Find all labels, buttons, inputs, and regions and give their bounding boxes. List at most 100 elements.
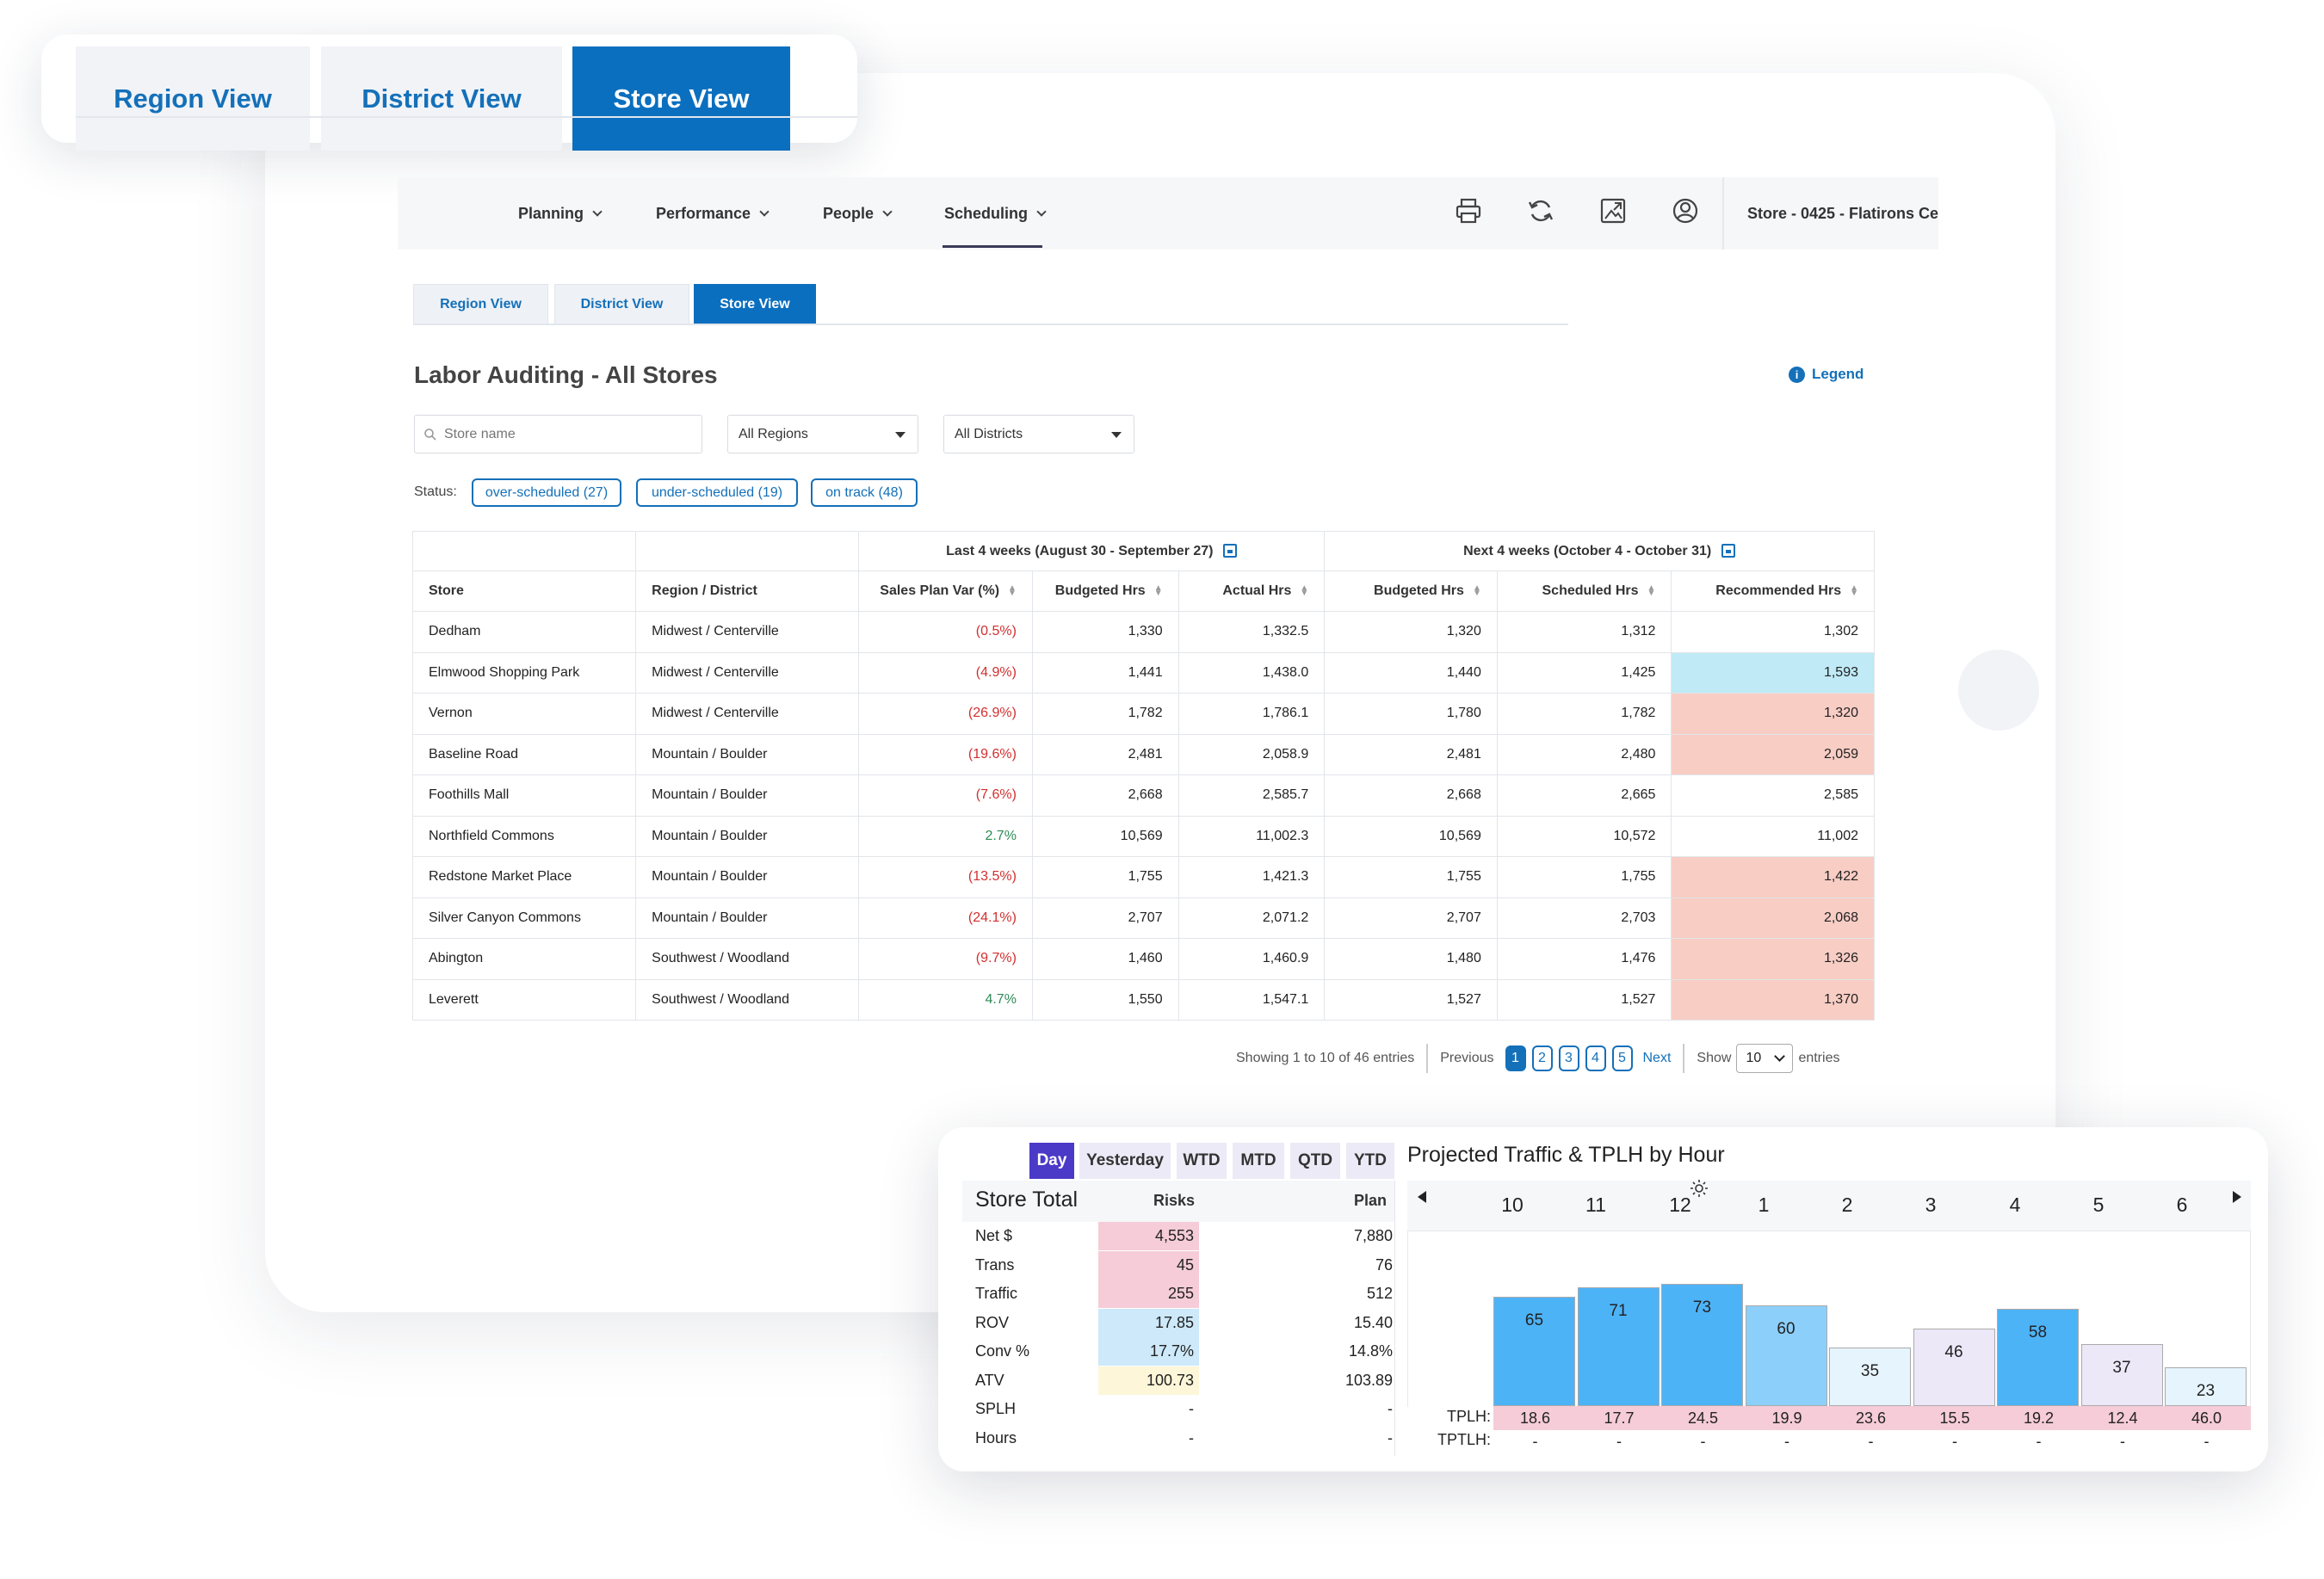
calendar-icon[interactable] bbox=[1721, 544, 1736, 558]
table-cell: 1,527 bbox=[1324, 978, 1498, 1021]
traffic-bar[interactable]: 37 bbox=[2080, 1343, 2163, 1406]
traffic-bar[interactable]: 35 bbox=[1829, 1347, 1911, 1406]
refresh-icon[interactable] bbox=[1526, 196, 1555, 225]
table-row[interactable]: Baseline Road Mountain / Boulder (19.6%) 2,… bbox=[411, 733, 1875, 775]
table-cell: 1,320 bbox=[1671, 693, 1875, 735]
period-tab-wtd[interactable]: WTD bbox=[1177, 1143, 1227, 1179]
bar-value-label: 73 bbox=[1692, 1298, 1712, 1317]
column-header[interactable]: Scheduled Hrs ▲ ▼ bbox=[1496, 571, 1672, 612]
metric-risk: - bbox=[1189, 1400, 1194, 1417]
page-3-button[interactable]: 3 bbox=[1558, 1045, 1579, 1071]
sort-icon[interactable]: ▲ ▼ bbox=[1300, 583, 1309, 598]
traffic-bar[interactable]: 71 bbox=[1577, 1286, 1660, 1406]
page-1-button[interactable]: 1 bbox=[1505, 1045, 1526, 1071]
column-header[interactable]: Recommended Hrs ▲ ▼ bbox=[1671, 571, 1875, 612]
page-5-button[interactable]: 5 bbox=[1611, 1045, 1633, 1071]
triangle-right-icon[interactable] bbox=[2231, 1190, 2243, 1204]
sort-icon[interactable]: ▲ ▼ bbox=[1647, 583, 1656, 598]
float-tab-region-view[interactable]: Region View bbox=[76, 46, 310, 151]
tab-store-view[interactable]: Store View bbox=[694, 284, 816, 324]
table-row[interactable]: Northfield Commons Mountain / Boulder 2.7%… bbox=[411, 815, 1875, 857]
store-selector[interactable]: Store - 0425 - Flatirons Cent bbox=[1722, 177, 1938, 250]
period-tab-day[interactable]: Day bbox=[1029, 1143, 1074, 1179]
chevron-down-icon bbox=[592, 206, 603, 217]
header-blank bbox=[635, 531, 860, 571]
table-row[interactable]: Silver Canyon Commons Mountain / Boulder(… bbox=[411, 897, 1875, 939]
image-export-icon[interactable] bbox=[1598, 196, 1628, 225]
legend-link[interactable]: i Legend bbox=[1789, 366, 1864, 383]
store-search-input[interactable] bbox=[444, 426, 685, 442]
nav-people[interactable]: People bbox=[823, 177, 893, 250]
table-cell: 10,572 bbox=[1496, 815, 1672, 857]
status-on-track[interactable]: on track (48) bbox=[811, 478, 918, 507]
column-header[interactable]: Sales Plan Var (%) ▲ ▼ bbox=[858, 571, 1033, 612]
table-cell: 2,059 bbox=[1671, 733, 1875, 775]
table-cell: 1,421.3 bbox=[1177, 856, 1326, 898]
user-account-icon[interactable] bbox=[1671, 196, 1700, 225]
tab-region-view[interactable]: Region View bbox=[413, 284, 548, 324]
tptlh-row: --------- bbox=[1493, 1429, 2251, 1453]
table-cell: 2,707 bbox=[1031, 897, 1179, 939]
region-select[interactable]: All Regions bbox=[727, 415, 918, 453]
page-2-button[interactable]: 2 bbox=[1531, 1045, 1553, 1071]
traffic-bar[interactable]: 23 bbox=[2165, 1367, 2247, 1406]
nav-performance[interactable]: Performance bbox=[656, 177, 770, 250]
table-row[interactable]: Foothills Mall Mountain / Boulder (7.6%) 2,… bbox=[411, 774, 1875, 817]
next-button[interactable]: Next bbox=[1642, 1051, 1672, 1065]
triangle-left-icon[interactable] bbox=[1416, 1190, 1428, 1204]
tabs-divider bbox=[413, 324, 1568, 325]
column-header[interactable]: Budgeted Hrs ▲ ▼ bbox=[1031, 571, 1179, 612]
table-row[interactable]: Abington Southwest / Woodland (9.7%) 1,460 1… bbox=[411, 938, 1875, 980]
period-tab-ytd[interactable]: YTD bbox=[1346, 1143, 1394, 1179]
table-cell: Southwest / Woodland bbox=[635, 938, 860, 980]
nav-scheduling[interactable]: Scheduling bbox=[944, 177, 1047, 250]
table-cell: Dedham bbox=[411, 611, 637, 653]
table-row[interactable]: Leverett Southwest / Woodland 4.7% 1,550 1,5… bbox=[411, 978, 1875, 1021]
period-tab-qtd[interactable]: QTD bbox=[1290, 1143, 1340, 1179]
store-total-row: ATV 100.73 103.89 bbox=[975, 1366, 1393, 1395]
traffic-bar[interactable]: 46 bbox=[1913, 1329, 1995, 1406]
tab-district-view[interactable]: District View bbox=[554, 284, 689, 324]
bar-value-label: 65 bbox=[1524, 1311, 1544, 1330]
table-cell: 2,665 bbox=[1496, 774, 1672, 817]
sort-icon[interactable]: ▲ ▼ bbox=[1850, 583, 1858, 598]
status-under-scheduled[interactable]: under-scheduled (19) bbox=[636, 478, 798, 507]
float-tab-district-view[interactable]: District View bbox=[321, 46, 562, 151]
store-total-row: Net $ 4,553 7,880 bbox=[975, 1222, 1393, 1250]
nav-planning[interactable]: Planning bbox=[518, 177, 603, 250]
hour-label: 11 bbox=[1585, 1194, 1606, 1216]
table-cell: 1,422 bbox=[1671, 856, 1875, 898]
period-tab-yesterday[interactable]: Yesterday bbox=[1079, 1143, 1171, 1179]
traffic-bar[interactable]: 60 bbox=[1745, 1305, 1827, 1406]
metric-risk: 17.85 bbox=[1098, 1308, 1199, 1337]
district-select[interactable]: All Districts bbox=[943, 415, 1134, 453]
status-over-scheduled[interactable]: over-scheduled (27) bbox=[472, 478, 621, 507]
store-total-row: Trans 45 76 bbox=[975, 1250, 1393, 1280]
traffic-bar[interactable]: 58 bbox=[1997, 1308, 2079, 1406]
float-tab-store-view[interactable]: Store View bbox=[572, 46, 790, 151]
bar-value-label: 23 bbox=[2196, 1382, 2216, 1401]
sort-icon[interactable]: ▲ ▼ bbox=[1472, 583, 1481, 598]
sort-icon[interactable]: ▲ ▼ bbox=[1008, 583, 1017, 598]
page-4-button[interactable]: 4 bbox=[1585, 1045, 1606, 1071]
table-row[interactable]: Vernon Midwest / Centerville (26.9%) 1,782 1… bbox=[411, 693, 1875, 735]
table-row[interactable]: Redstone Market Place Mountain / Boulder(… bbox=[411, 856, 1875, 898]
column-header-row: Store Region / District Sales Plan Var (%)… bbox=[411, 571, 1875, 612]
calendar-icon[interactable] bbox=[1223, 544, 1238, 558]
store-search[interactable] bbox=[414, 415, 702, 453]
sort-icon[interactable]: ▲ ▼ bbox=[1153, 583, 1163, 598]
print-icon[interactable] bbox=[1454, 196, 1483, 225]
traffic-bar[interactable]: 73 bbox=[1661, 1283, 1743, 1406]
metric-label: SPLH bbox=[975, 1400, 1017, 1417]
prev-button[interactable]: Previous bbox=[1440, 1051, 1494, 1065]
table-cell: Northfield Commons bbox=[411, 815, 637, 857]
nav-scheduling-label: Scheduling bbox=[944, 204, 1029, 222]
column-header[interactable]: Actual Hrs ▲ ▼ bbox=[1177, 571, 1326, 612]
period-tab-mtd[interactable]: MTD bbox=[1233, 1143, 1284, 1179]
table-row[interactable]: Elmwood Shopping Park Midwest / Centervil… bbox=[411, 651, 1875, 694]
column-header[interactable]: Budgeted Hrs ▲ ▼ bbox=[1324, 571, 1498, 612]
table-row[interactable]: Dedham Midwest / Centerville (0.5%) 1,330 1,… bbox=[411, 611, 1875, 653]
traffic-bar[interactable]: 65 bbox=[1493, 1297, 1575, 1406]
table-cell: Redstone Market Place bbox=[411, 856, 637, 898]
per-page-select[interactable]: 10 bbox=[1736, 1044, 1794, 1073]
